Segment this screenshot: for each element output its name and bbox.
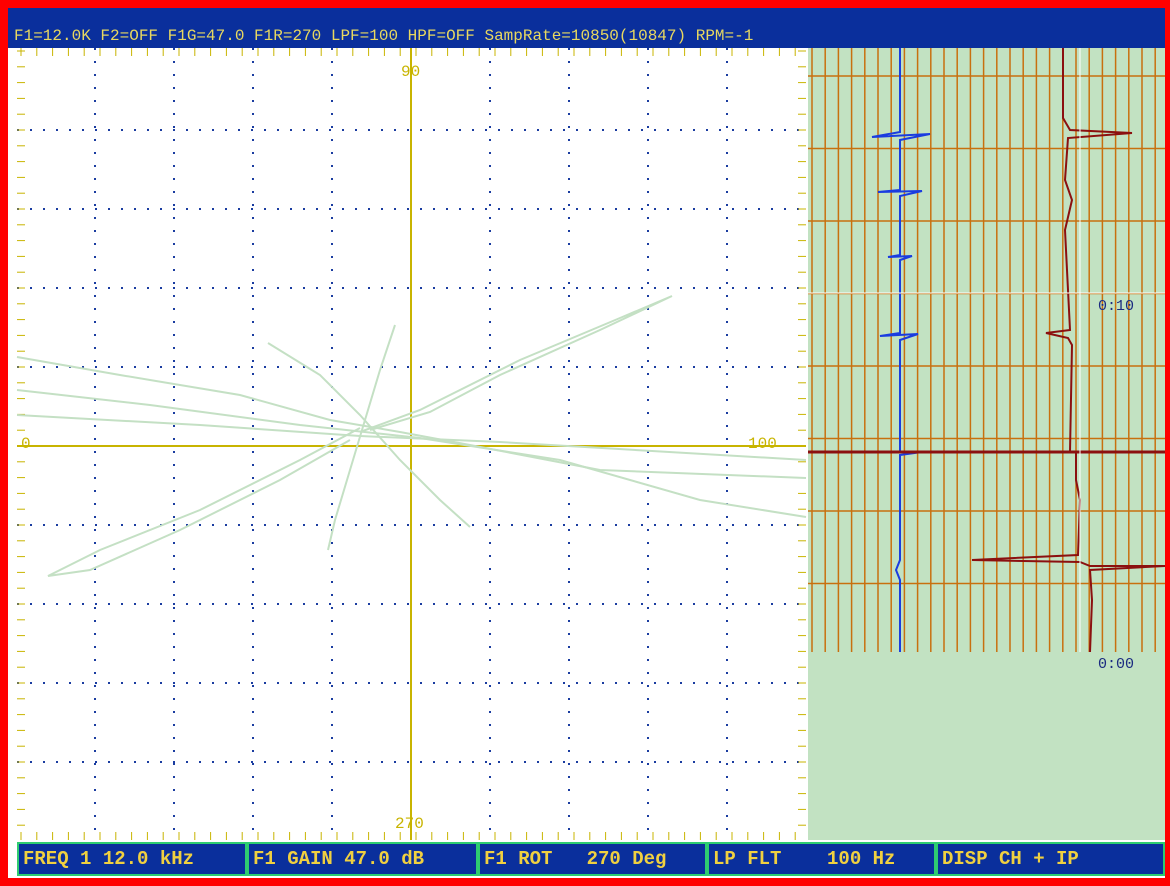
menu-button[interactable]: FREQ 1 12.0 kHz (17, 842, 247, 876)
strip-empty (808, 652, 1165, 840)
time-label: 0:00 (1098, 656, 1134, 673)
menu-button[interactable]: LP FLT 100 Hz (707, 842, 936, 876)
menu-button[interactable]: F1 GAIN 47.0 dB (247, 842, 478, 876)
plane-grid (17, 48, 806, 840)
axis-label-left: 0 (21, 435, 31, 453)
axis-label-bottom: 270 (395, 815, 424, 833)
axis-label-right: 100 (748, 435, 777, 453)
menu-button[interactable]: DISP CH + IP (936, 842, 1165, 876)
menu-button[interactable]: F1 ROT 270 Deg (478, 842, 707, 876)
status-bar (8, 8, 1165, 48)
axis-label-top: 90 (401, 63, 420, 81)
strip-grid (808, 48, 1165, 652)
status-text: F1=12.0K F2=OFF F1G=47.0 F1R=270 LPF=100… (14, 27, 753, 45)
lissajous-traces (16, 295, 807, 577)
time-label: 0:10 (1098, 298, 1134, 315)
